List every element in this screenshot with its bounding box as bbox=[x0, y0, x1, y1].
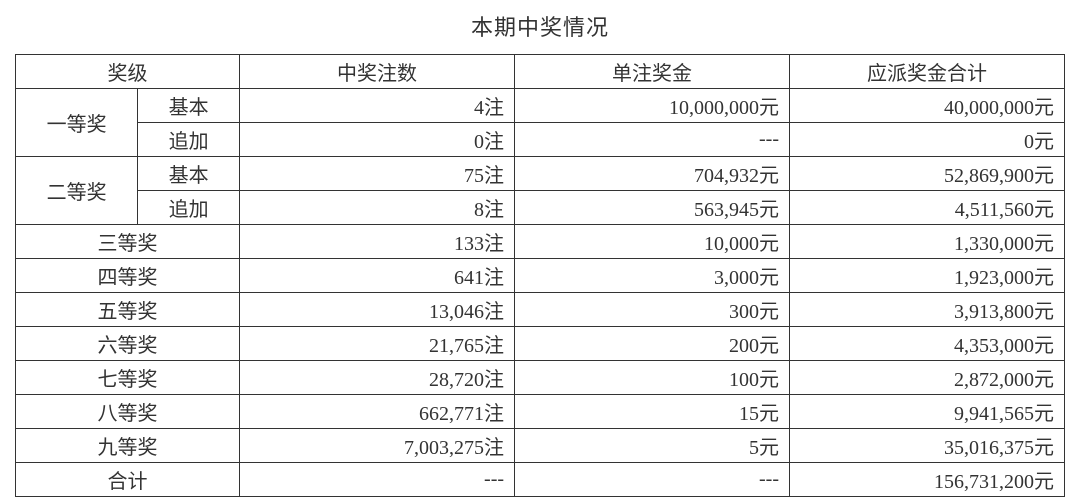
prize4-count: 641注 bbox=[240, 259, 515, 293]
prize3-unit: 10,000元 bbox=[515, 225, 790, 259]
prize2-label: 二等奖 bbox=[16, 157, 138, 225]
prize8-unit: 15元 bbox=[515, 395, 790, 429]
prize5-count: 13,046注 bbox=[240, 293, 515, 327]
table-row: 三等奖 133注 10,000元 1,330,000元 bbox=[16, 225, 1065, 259]
col-count: 中奖注数 bbox=[240, 55, 515, 89]
table-row: 六等奖 21,765注 200元 4,353,000元 bbox=[16, 327, 1065, 361]
prize2-add-total: 4,511,560元 bbox=[789, 191, 1064, 225]
prize8-count: 662,771注 bbox=[240, 395, 515, 429]
prize2-basic-unit: 704,932元 bbox=[515, 157, 790, 191]
col-total: 应派奖金合计 bbox=[789, 55, 1064, 89]
prize1-basic-count: 4注 bbox=[240, 89, 515, 123]
prize4-unit: 3,000元 bbox=[515, 259, 790, 293]
prize5-total: 3,913,800元 bbox=[789, 293, 1064, 327]
prize1-add-unit: --- bbox=[515, 123, 790, 157]
prize1-add-total: 0元 bbox=[789, 123, 1064, 157]
sum-label: 合计 bbox=[16, 463, 240, 497]
prize9-unit: 5元 bbox=[515, 429, 790, 463]
prize5-unit: 300元 bbox=[515, 293, 790, 327]
sum-total: 156,731,200元 bbox=[789, 463, 1064, 497]
table-row: 追加 8注 563,945元 4,511,560元 bbox=[16, 191, 1065, 225]
table-row: 追加 0注 --- 0元 bbox=[16, 123, 1065, 157]
sum-unit: --- bbox=[515, 463, 790, 497]
prize2-add-sub: 追加 bbox=[138, 191, 240, 225]
col-unit: 单注奖金 bbox=[515, 55, 790, 89]
table-row: 八等奖 662,771注 15元 9,941,565元 bbox=[16, 395, 1065, 429]
prize5-label: 五等奖 bbox=[16, 293, 240, 327]
prize7-label: 七等奖 bbox=[16, 361, 240, 395]
table-header-row: 奖级 中奖注数 单注奖金 应派奖金合计 bbox=[16, 55, 1065, 89]
prize1-add-count: 0注 bbox=[240, 123, 515, 157]
prize9-label: 九等奖 bbox=[16, 429, 240, 463]
prize7-total: 2,872,000元 bbox=[789, 361, 1064, 395]
table-row: 一等奖 基本 4注 10,000,000元 40,000,000元 bbox=[16, 89, 1065, 123]
prize3-count: 133注 bbox=[240, 225, 515, 259]
prize6-unit: 200元 bbox=[515, 327, 790, 361]
prize4-total: 1,923,000元 bbox=[789, 259, 1064, 293]
prize9-total: 35,016,375元 bbox=[789, 429, 1064, 463]
prize2-add-unit: 563,945元 bbox=[515, 191, 790, 225]
prize2-basic-total: 52,869,900元 bbox=[789, 157, 1064, 191]
prize1-add-sub: 追加 bbox=[138, 123, 240, 157]
prize3-total: 1,330,000元 bbox=[789, 225, 1064, 259]
prize4-label: 四等奖 bbox=[16, 259, 240, 293]
table-row: 四等奖 641注 3,000元 1,923,000元 bbox=[16, 259, 1065, 293]
prize7-count: 28,720注 bbox=[240, 361, 515, 395]
prize8-label: 八等奖 bbox=[16, 395, 240, 429]
prize1-basic-unit: 10,000,000元 bbox=[515, 89, 790, 123]
prize6-total: 4,353,000元 bbox=[789, 327, 1064, 361]
table-row: 五等奖 13,046注 300元 3,913,800元 bbox=[16, 293, 1065, 327]
prize9-count: 7,003,275注 bbox=[240, 429, 515, 463]
table-row: 九等奖 7,003,275注 5元 35,016,375元 bbox=[16, 429, 1065, 463]
prize3-label: 三等奖 bbox=[16, 225, 240, 259]
sum-count: --- bbox=[240, 463, 515, 497]
col-level: 奖级 bbox=[16, 55, 240, 89]
prize2-basic-count: 75注 bbox=[240, 157, 515, 191]
prize7-unit: 100元 bbox=[515, 361, 790, 395]
prize6-count: 21,765注 bbox=[240, 327, 515, 361]
table-row: 七等奖 28,720注 100元 2,872,000元 bbox=[16, 361, 1065, 395]
prize1-label: 一等奖 bbox=[16, 89, 138, 157]
prize2-basic-sub: 基本 bbox=[138, 157, 240, 191]
prize6-label: 六等奖 bbox=[16, 327, 240, 361]
prize1-basic-sub: 基本 bbox=[138, 89, 240, 123]
prize2-add-count: 8注 bbox=[240, 191, 515, 225]
prize-table: 奖级 中奖注数 单注奖金 应派奖金合计 一等奖 基本 4注 10,000,000… bbox=[15, 54, 1065, 497]
prize1-basic-total: 40,000,000元 bbox=[789, 89, 1064, 123]
prize8-total: 9,941,565元 bbox=[789, 395, 1064, 429]
page-title: 本期中奖情况 bbox=[15, 10, 1065, 42]
table-row: 二等奖 基本 75注 704,932元 52,869,900元 bbox=[16, 157, 1065, 191]
table-row-sum: 合计 --- --- 156,731,200元 bbox=[16, 463, 1065, 497]
